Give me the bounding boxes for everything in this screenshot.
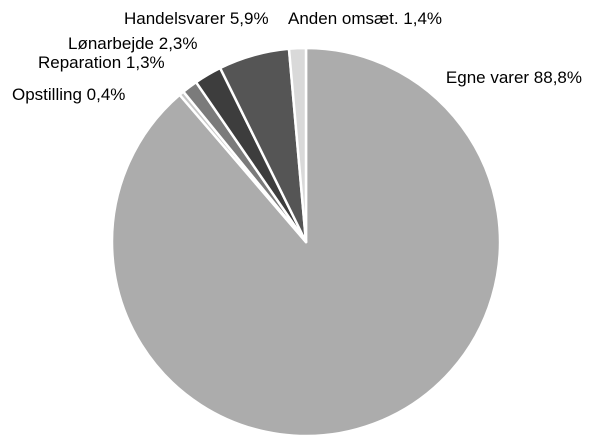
pie-label-opstilling: Opstilling 0,4% xyxy=(12,85,125,104)
pie-label-value: 0,4% xyxy=(87,85,126,104)
pie-slice-anden-omsaet xyxy=(287,46,308,244)
pie-slices xyxy=(110,46,502,435)
pie-label-reparation: Reparation 1,3% xyxy=(38,53,165,72)
pie-label-value: 88,8% xyxy=(534,68,582,87)
pie-label-value: 1,4% xyxy=(403,9,442,28)
pie-label-name: Egne varer xyxy=(446,68,534,87)
pie-label-name: Opstilling xyxy=(12,85,87,104)
pie-label-anden-omsaet: Anden omsæt. 1,4% xyxy=(288,9,442,28)
pie-label-name: Handelsvarer xyxy=(124,9,230,28)
pie-labels: Egne varer 88,8% Opstilling 0,4% Reparatio… xyxy=(12,9,582,104)
pie-label-name: Lønarbejde xyxy=(68,34,159,53)
pie-label-value: 1,3% xyxy=(126,53,165,72)
pie-label-egne-varer: Egne varer 88,8% xyxy=(446,68,582,87)
pie-label-value: 5,9% xyxy=(230,9,269,28)
pie-label-handelsvarer: Handelsvarer 5,9% xyxy=(124,9,269,28)
pie-label-loenarbejde: Lønarbejde 2,3% xyxy=(68,34,197,53)
pie-label-name: Reparation xyxy=(38,53,126,72)
pie-label-name: Anden omsæt. xyxy=(288,9,403,28)
pie-label-value: 2,3% xyxy=(159,34,198,53)
